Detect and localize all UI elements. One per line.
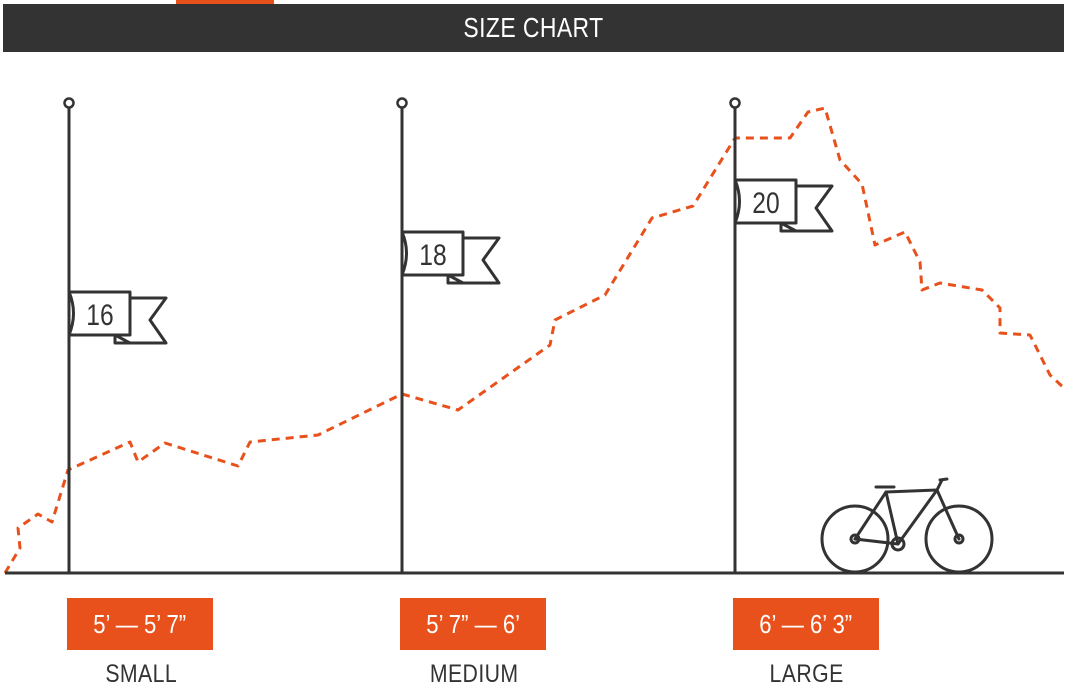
frame-size-large: 20 — [752, 186, 779, 220]
page-title: SIZE CHART — [463, 12, 604, 43]
size-label-large: LARGE — [727, 660, 887, 689]
frame-size-small: 16 — [86, 298, 113, 332]
mountain-profile-line — [3, 106, 1066, 574]
flag-icon: 18 — [400, 230, 501, 285]
size-label-medium: MEDIUM — [394, 660, 554, 689]
height-badge-small: 5’ — 5’ 7” — [67, 598, 213, 650]
size-label-large-text: LARGE — [769, 660, 845, 688]
size-label-small: SMALL — [61, 660, 221, 689]
height-badge-medium: 5’ 7” — 6’ — [400, 598, 546, 650]
header-bar: SIZE CHART — [3, 4, 1064, 52]
flagpole-icon — [63, 97, 75, 573]
bicycle-icon — [820, 477, 994, 574]
size-label-medium-text: MEDIUM — [429, 660, 519, 688]
height-range-large: 6’ — 6’ 3” — [759, 608, 853, 639]
size-label-small-text: SMALL — [105, 660, 177, 688]
frame-size-medium: 18 — [419, 238, 446, 272]
height-range-small: 5’ — 5’ 7” — [93, 608, 187, 639]
flagpole-icon — [729, 97, 741, 573]
accent-tab — [176, 0, 274, 4]
flag-icon: 16 — [67, 290, 168, 345]
flag-icon: 20 — [733, 178, 834, 233]
flagpole-icon — [396, 97, 408, 573]
height-range-medium: 5’ 7” — 6’ — [426, 608, 520, 639]
height-badge-large: 6’ — 6’ 3” — [733, 598, 879, 650]
